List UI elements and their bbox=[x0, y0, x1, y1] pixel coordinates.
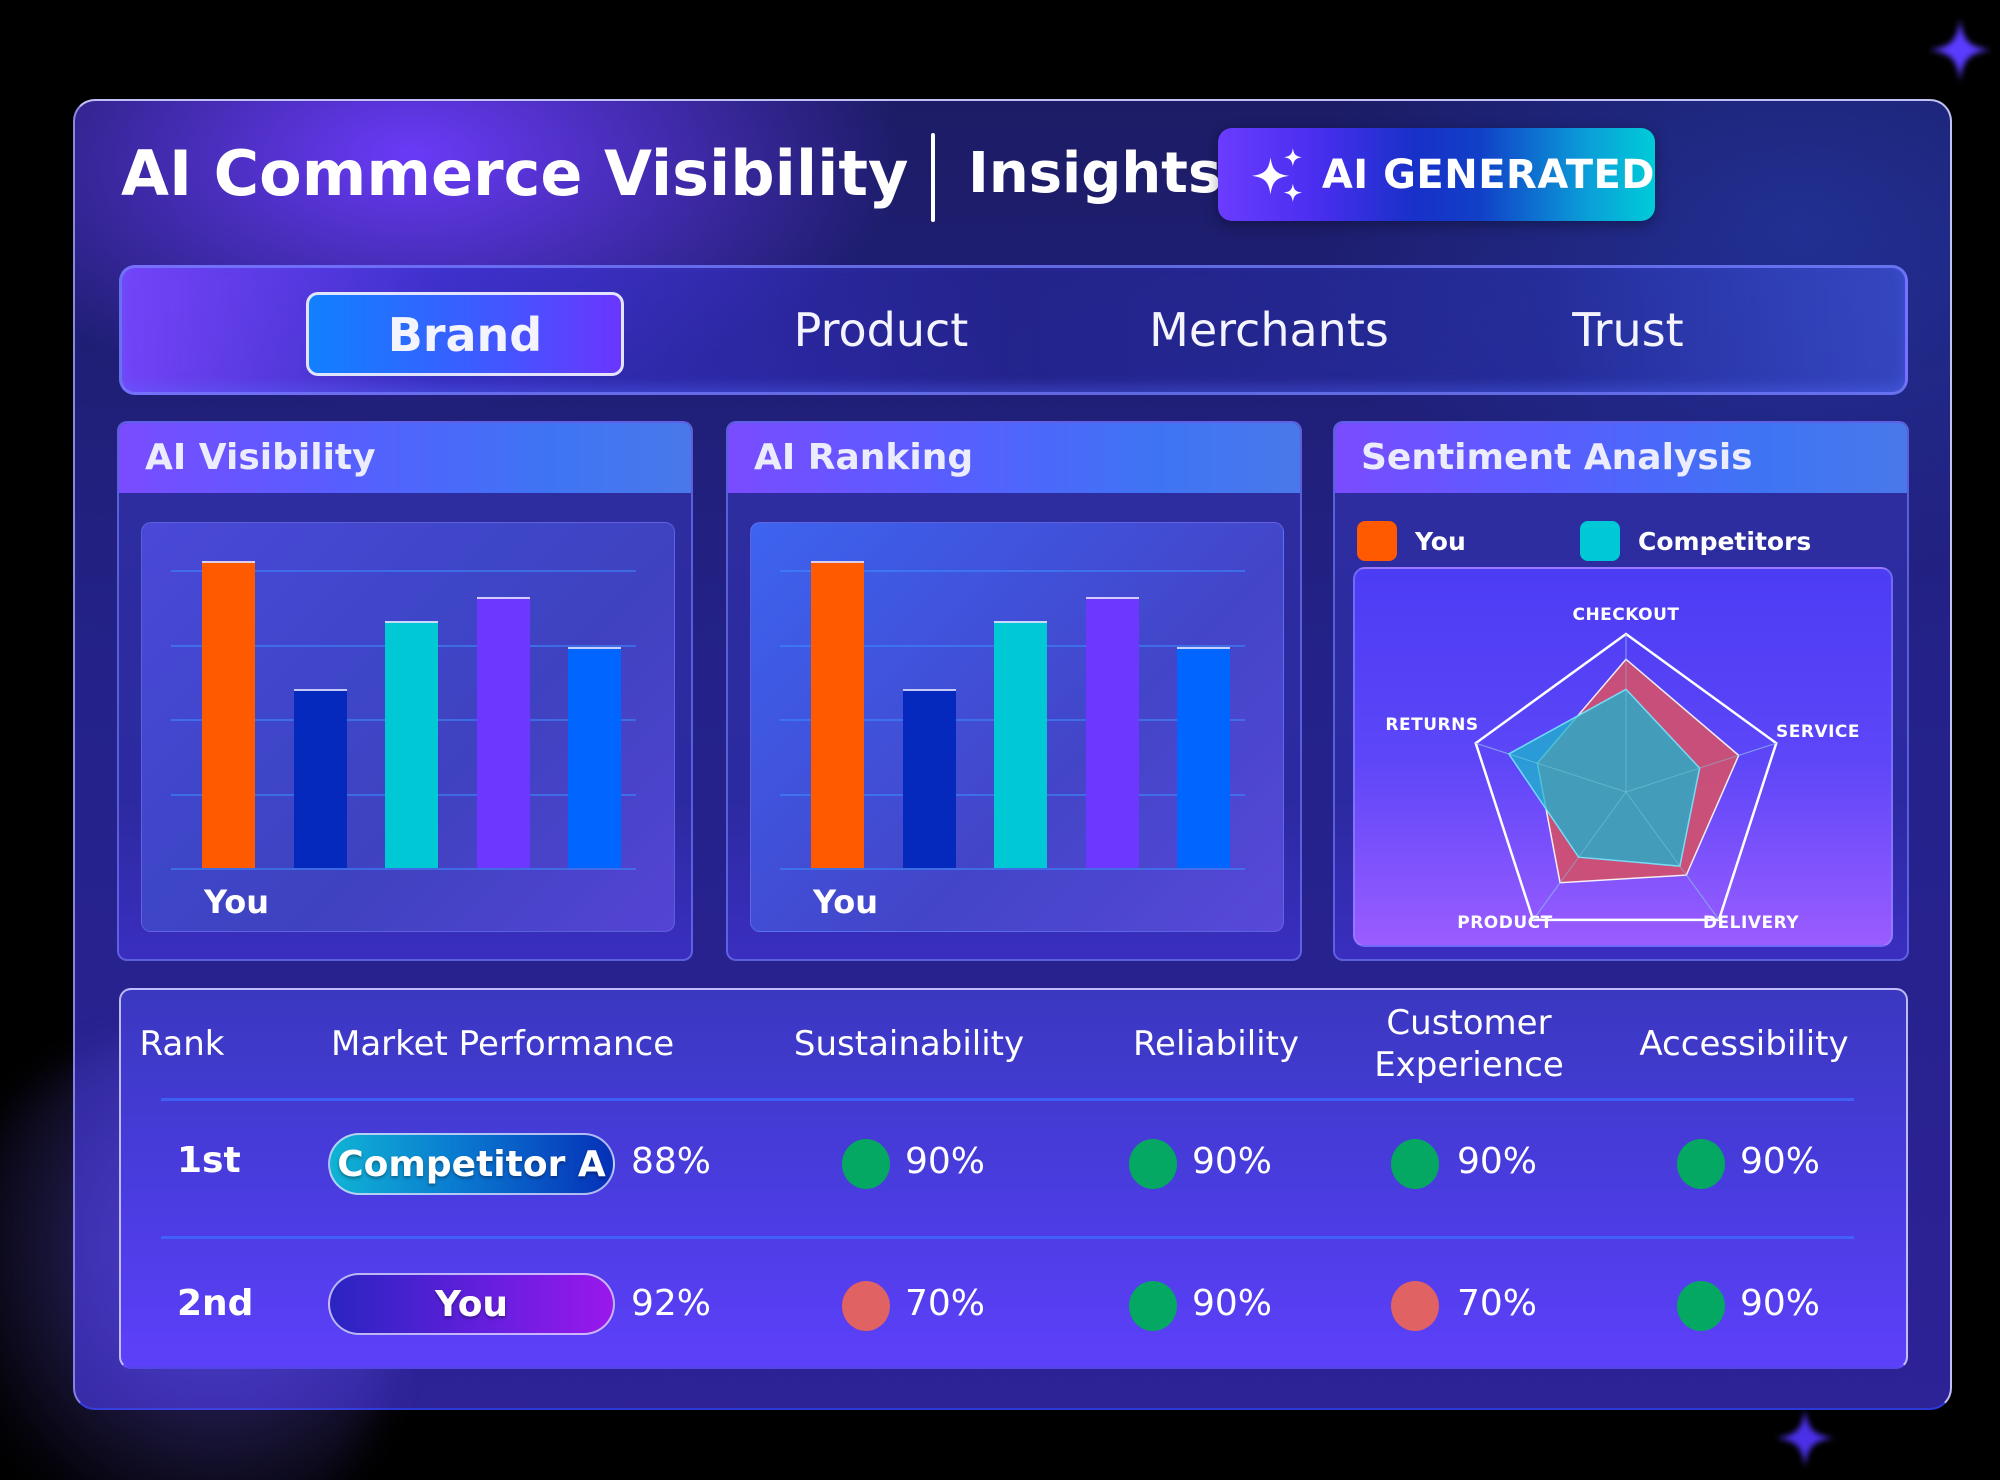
radar-outer-frame bbox=[1474, 632, 1778, 922]
radar-series-competitors bbox=[1507, 688, 1701, 867]
legend-swatch-competitors bbox=[1580, 521, 1620, 561]
bar-chart: You bbox=[750, 522, 1284, 932]
ai-ranking-panel: AI Ranking You bbox=[726, 421, 1302, 961]
column-header-customer-experience: Customer Experience bbox=[1349, 1002, 1589, 1086]
sparkles-icon bbox=[1251, 147, 1303, 202]
ai-generated-badge: AI GENERATED bbox=[1218, 128, 1655, 221]
header-line: Customer bbox=[1386, 1003, 1552, 1043]
radar-axis-label: PRODUCT bbox=[1457, 913, 1553, 933]
panel-header: Sentiment Analysis bbox=[1335, 423, 1907, 493]
radar-spoke bbox=[1475, 742, 1627, 793]
radar-chart: CHECKOUT SERVICE DELIVERY PRODUCT RETURN… bbox=[1353, 567, 1893, 947]
row-divider bbox=[161, 1236, 1854, 1239]
radar-spoke bbox=[1625, 791, 1720, 921]
market-performance-value: 88% bbox=[631, 1141, 712, 1182]
bar bbox=[202, 561, 255, 868]
title-divider bbox=[931, 133, 935, 222]
gridline bbox=[171, 868, 636, 870]
you-name-pill: You bbox=[328, 1273, 615, 1335]
gridline bbox=[780, 570, 1245, 572]
tab-trust[interactable]: Trust bbox=[1572, 303, 1684, 357]
column-header-rank: Rank bbox=[139, 1024, 225, 1064]
ai-visibility-panel: AI Visibility You bbox=[117, 421, 693, 961]
radar-svg: CHECKOUT SERVICE DELIVERY PRODUCT RETURN… bbox=[1385, 605, 1860, 933]
rank-cell: 1st bbox=[177, 1140, 241, 1181]
radar-spoke bbox=[1532, 791, 1627, 921]
radar-axis-label: SERVICE bbox=[1776, 722, 1860, 742]
gridline bbox=[171, 570, 636, 572]
bar bbox=[385, 620, 438, 868]
radar-axis-label: DELIVERY bbox=[1703, 913, 1799, 933]
rank-cell: 2nd bbox=[177, 1283, 254, 1324]
radar-spoke bbox=[1625, 742, 1777, 793]
reliability-value: 90% bbox=[1192, 1141, 1273, 1182]
column-header-accessibility: Accessibility bbox=[1639, 1024, 1849, 1064]
radar-axis-label: RETURNS bbox=[1385, 715, 1478, 735]
tab-brand[interactable]: Brand bbox=[306, 292, 624, 376]
sentiment-analysis-panel: Sentiment Analysis You Competitors CHECK… bbox=[1333, 421, 1909, 961]
bar bbox=[1177, 647, 1230, 868]
legend-swatch-you bbox=[1357, 521, 1397, 561]
bar-chart: You bbox=[141, 522, 675, 932]
sustainability-value: 90% bbox=[905, 1141, 986, 1182]
accessibility-value: 90% bbox=[1740, 1141, 1821, 1182]
bar bbox=[476, 596, 530, 868]
market-performance-value: 92% bbox=[631, 1283, 712, 1324]
gridline bbox=[780, 868, 1245, 870]
panel-title: AI Ranking bbox=[754, 437, 974, 478]
bar bbox=[994, 620, 1047, 868]
tab-product[interactable]: Product bbox=[793, 303, 969, 357]
accessibility-value: 90% bbox=[1740, 1283, 1821, 1324]
status-dot bbox=[1677, 1281, 1725, 1331]
status-dot bbox=[842, 1139, 890, 1189]
header-line: Experience bbox=[1374, 1045, 1564, 1085]
legend-item-you: You bbox=[1357, 519, 1466, 563]
sparkle-decoration-icon bbox=[1775, 1408, 1835, 1468]
legend-label: Competitors bbox=[1638, 526, 1812, 556]
bar bbox=[902, 689, 956, 868]
column-header-reliability: Reliability bbox=[1132, 1024, 1300, 1064]
reliability-value: 90% bbox=[1192, 1283, 1273, 1324]
bar bbox=[293, 689, 347, 868]
competitor-table: Rank Market Performance Sustainability R… bbox=[119, 988, 1908, 1369]
status-dot bbox=[1129, 1139, 1177, 1189]
sustainability-value: 70% bbox=[905, 1283, 986, 1324]
bar-label-you: You bbox=[204, 883, 269, 921]
radar-axis-label: CHECKOUT bbox=[1572, 605, 1679, 625]
badge-label: AI GENERATED bbox=[1321, 151, 1655, 198]
tab-bar: Brand Product Merchants Trust bbox=[119, 265, 1908, 395]
customer-experience-value: 70% bbox=[1457, 1283, 1538, 1324]
panel-title: Sentiment Analysis bbox=[1361, 437, 1753, 478]
status-dot bbox=[1677, 1139, 1725, 1189]
panel-header: AI Ranking bbox=[728, 423, 1300, 493]
page-title: AI Commerce Visibility bbox=[121, 137, 909, 210]
bar bbox=[811, 561, 864, 868]
bar-label-you: You bbox=[813, 883, 878, 921]
panel-title: AI Visibility bbox=[145, 437, 376, 478]
column-header-sustainability: Sustainability bbox=[793, 1024, 1025, 1064]
panel-header: AI Visibility bbox=[119, 423, 691, 493]
page-subtitle: Insights bbox=[968, 141, 1222, 206]
status-dot bbox=[1129, 1281, 1177, 1331]
bar bbox=[568, 647, 621, 868]
status-dot bbox=[842, 1281, 890, 1331]
row-divider bbox=[161, 1098, 1854, 1101]
status-dot bbox=[1391, 1139, 1439, 1189]
customer-experience-value: 90% bbox=[1457, 1141, 1538, 1182]
status-dot bbox=[1391, 1281, 1439, 1331]
legend-item-competitors: Competitors bbox=[1580, 519, 1811, 563]
tab-merchants[interactable]: Merchants bbox=[1149, 303, 1389, 357]
column-header-market-performance: Market Performance bbox=[331, 1024, 675, 1064]
competitor-name-pill: Competitor A bbox=[328, 1133, 615, 1195]
sparkle-decoration-icon bbox=[1929, 19, 1991, 81]
legend-label: You bbox=[1415, 526, 1466, 556]
bar bbox=[1085, 596, 1139, 868]
